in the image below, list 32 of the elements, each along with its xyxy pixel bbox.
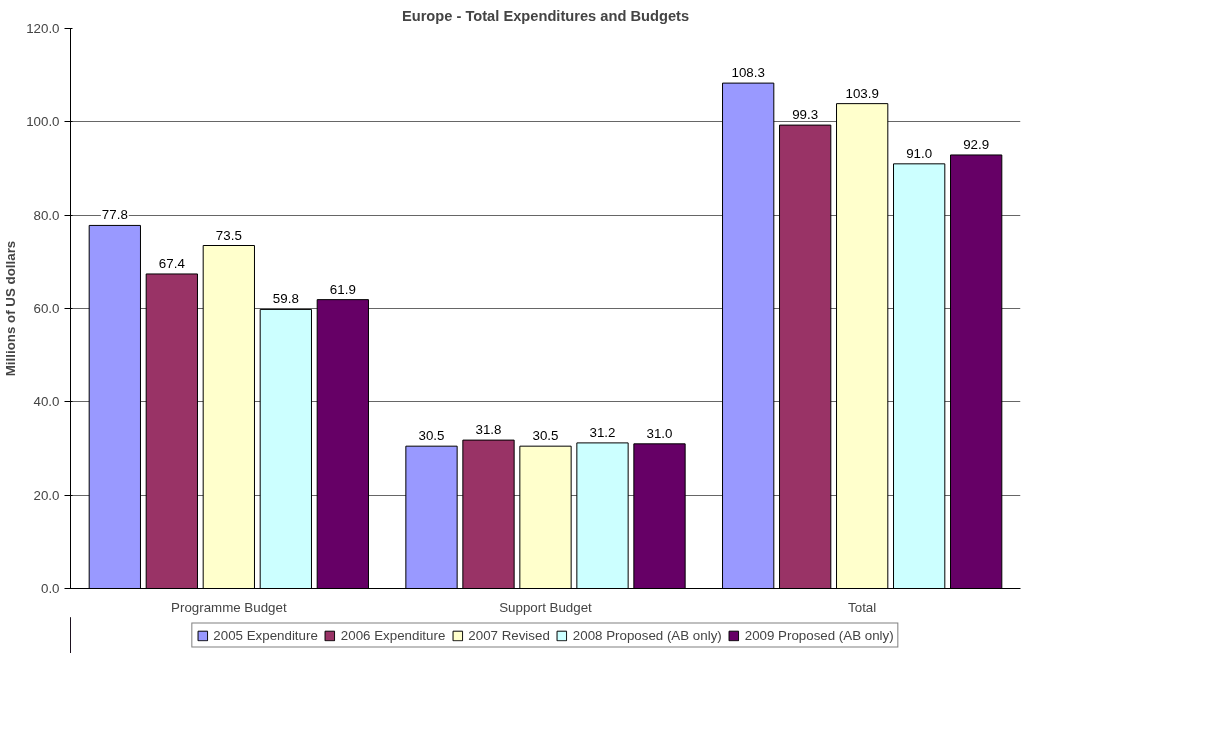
data-label: 91.0: [906, 145, 933, 161]
y-tick-label: 0.0: [40, 581, 60, 596]
data-label: 30.5: [418, 428, 445, 444]
legend-label: 2009 Proposed (AB only): [744, 627, 894, 643]
y-tick-label: 60.0: [33, 301, 60, 316]
data-label: 77.8: [101, 207, 128, 223]
x-tick-label: Support Budget: [499, 599, 593, 615]
data-label: 59.8: [272, 291, 299, 307]
y-tick-label: 20.0: [33, 487, 60, 503]
data-label: 61.9: [329, 281, 356, 297]
data-label: 30.5: [532, 428, 559, 444]
y-tick-label: 40.0: [33, 394, 60, 410]
data-label: 31.0: [646, 425, 673, 441]
y-tick-label: 120.0: [26, 21, 60, 36]
legend-label: 2006 Expenditure: [340, 627, 446, 643]
chart-title: Europe - Total Expenditures and Budgets: [401, 7, 690, 24]
data-label: 92.9: [963, 136, 990, 152]
data-label: 103.9: [845, 85, 879, 101]
x-tick-label: Programme Budget: [171, 599, 287, 615]
y-tick-label: 80.0: [33, 207, 60, 223]
data-label: 108.3: [731, 65, 765, 81]
data-label: 99.3: [792, 107, 819, 123]
data-label: 31.8: [475, 422, 502, 438]
legend-label: 2008 Proposed (AB only): [572, 627, 722, 643]
legend-label: 2007 Revised: [468, 627, 550, 643]
legend-label: 2005 Expenditure: [213, 627, 318, 643]
data-label: 73.5: [215, 227, 242, 243]
y-tick-label: 100.0: [26, 114, 60, 130]
data-label: 67.4: [158, 255, 186, 271]
y-axis-title: Millions of US dollars: [3, 240, 19, 377]
x-tick-label: Total: [848, 599, 877, 615]
data-label: 31.2: [589, 424, 616, 440]
